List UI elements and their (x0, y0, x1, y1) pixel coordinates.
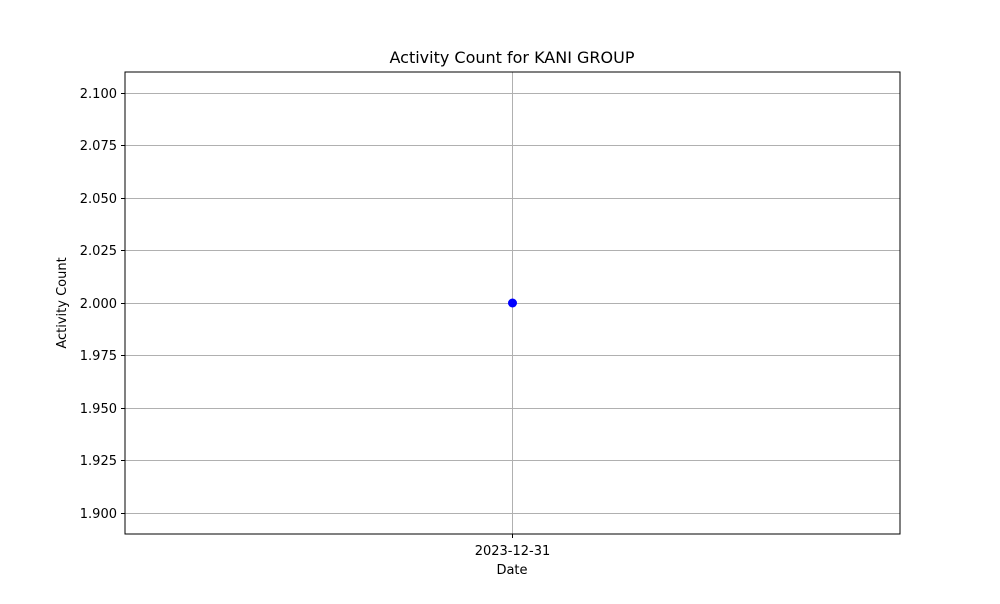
y-tick-label: 2.050 (80, 192, 117, 207)
chart-title: Activity Count for KANI GROUP (389, 48, 634, 67)
y-axis-label: Activity Count (55, 257, 70, 348)
y-tick-label: 1.900 (80, 507, 117, 522)
x-axis-label: Date (496, 563, 527, 578)
y-tick-label: 2.075 (80, 139, 117, 154)
y-tick-label: 2.100 (80, 87, 117, 102)
axis-ticks: 1.900 1.925 1.950 1.975 2.000 2.025 2.050 2.075… (80, 87, 551, 559)
y-tick-label: 2.025 (80, 244, 117, 259)
y-tick-label: 1.975 (80, 349, 117, 364)
y-tick-label: 1.950 (80, 402, 117, 417)
y-tick-label: 1.925 (80, 454, 117, 469)
x-tick-label: 2023-12-31 (475, 544, 551, 559)
data-point (508, 298, 517, 308)
data-points (508, 298, 517, 308)
y-tick-label: 2.000 (80, 297, 117, 312)
